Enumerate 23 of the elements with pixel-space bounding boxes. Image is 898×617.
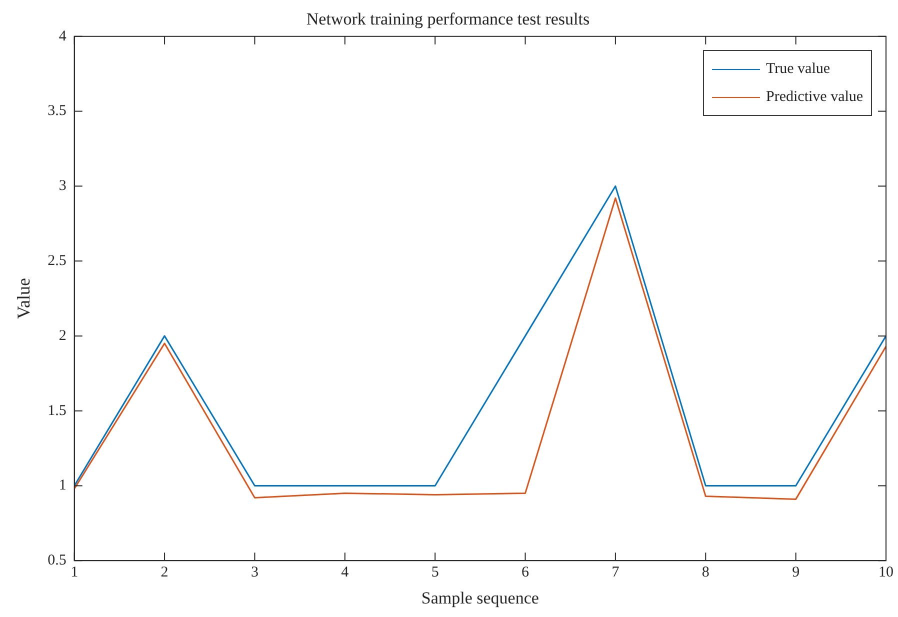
x-tick-label: 10	[878, 564, 894, 581]
chart-title: Network training performance test results	[306, 10, 590, 29]
y-axis-title: Value	[14, 278, 34, 319]
y-tick-label: 4	[58, 28, 67, 44]
x-tick-label: 9	[792, 564, 800, 581]
legend-label: Predictive value	[766, 88, 864, 106]
x-tick-label: 5	[431, 564, 439, 581]
y-tick-label: 0.5	[48, 552, 66, 569]
y-tick-label: 1.5	[48, 402, 66, 419]
x-tick-label: 2	[160, 564, 168, 581]
y-tick-label: 1	[58, 478, 66, 494]
y-tick-label: 3	[58, 178, 66, 194]
x-tick-label: 8	[702, 564, 710, 581]
x-tick-label: 4	[341, 564, 350, 581]
y-tick-label: 2	[58, 328, 66, 344]
x-axis-title: Sample sequence	[421, 588, 539, 608]
x-tick-label: 7	[612, 564, 620, 581]
x-tick-label: 6	[522, 564, 530, 581]
y-tick-label: 3.5	[48, 103, 66, 120]
y-tick-label: 2.5	[48, 252, 66, 269]
legend-label: True value	[766, 60, 830, 78]
x-tick-label: 1	[70, 564, 78, 581]
x-tick-label: 3	[250, 564, 258, 581]
